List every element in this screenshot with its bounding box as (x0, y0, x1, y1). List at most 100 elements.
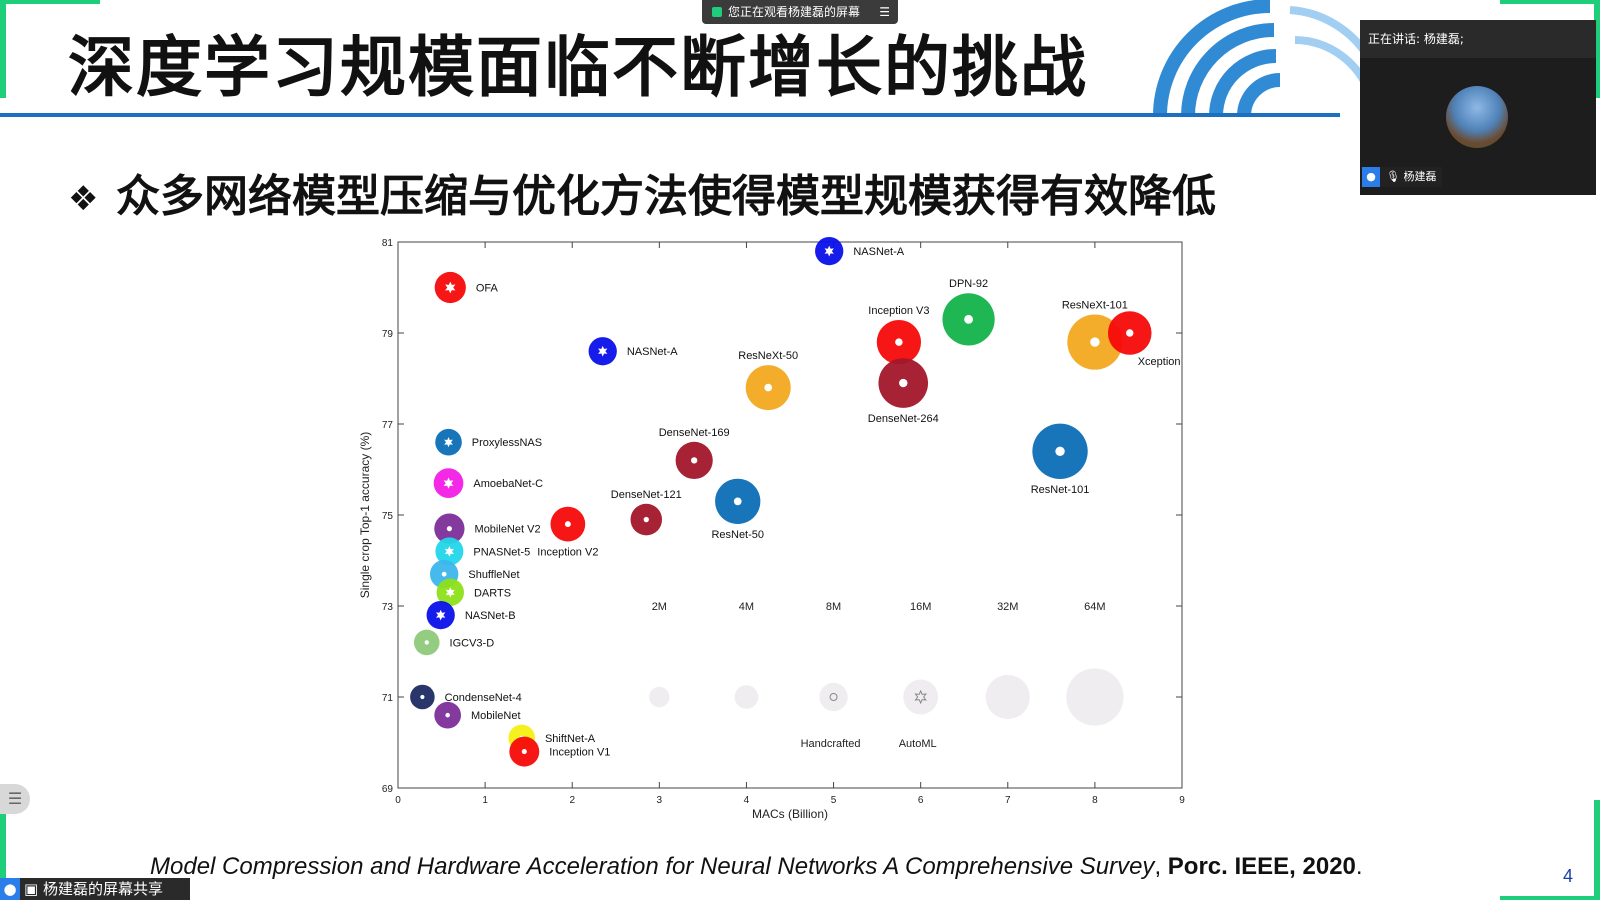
data-point-label: NASNet-B (465, 610, 516, 622)
share-label: 杨建磊的屏幕共享 (42, 880, 163, 898)
y-tick-label: 77 (382, 420, 394, 431)
data-point: DPN-92 (942, 278, 995, 346)
data-point-label: DARTS (474, 587, 511, 599)
viewing-banner[interactable]: 您正在观看杨建磊的屏幕 ☰ (702, 0, 898, 24)
marker-legend-star-icon (914, 689, 927, 705)
data-point-label: DenseNet-121 (611, 489, 682, 501)
handcrafted-dot-icon (764, 383, 773, 392)
data-point: DenseNet-169 (659, 427, 730, 479)
automl-star-icon (444, 437, 453, 448)
data-point: NASNet-A (588, 337, 678, 366)
automl-star-icon (444, 546, 454, 557)
menu-icon[interactable]: ☰ (879, 5, 890, 19)
size-legend-bubble (734, 685, 759, 709)
x-tick-label: 1 (482, 795, 488, 806)
data-point-label: DPN-92 (949, 278, 988, 290)
frame-accent-left (0, 0, 6, 98)
size-legend-bubble (649, 686, 670, 708)
data-point-label: MobileNet (471, 710, 521, 722)
mic-icon: 🎙 (1386, 170, 1400, 183)
data-point: ResNet-101 (1031, 423, 1090, 496)
data-point-label: IGCV3-D (450, 637, 495, 649)
data-point: Inception V2 (537, 506, 598, 558)
data-point-label: ResNet-101 (1031, 484, 1090, 496)
data-point: MobileNet V2 (434, 513, 541, 544)
data-point-label: CondenseNet-4 (445, 692, 522, 704)
frame-accent-right (1594, 0, 1600, 98)
data-points: NASNet-A OFA NASNet-A ResNeXt-50 Inception V… (410, 236, 1181, 767)
frame-accent-top-left (0, 0, 100, 4)
data-point-label: MobileNet V2 (475, 524, 541, 536)
data-point-label: ShiftNet-A (545, 733, 596, 745)
size-legend: 2M 4M 8M 16M 32M 64M Handcrafted AutoML (649, 601, 1124, 750)
handcrafted-dot-icon (441, 571, 447, 577)
x-tick-label: 0 (395, 795, 401, 806)
handcrafted-dot-icon (1126, 329, 1134, 337)
screen-icon: ▣ (24, 880, 39, 898)
screen-share-bar[interactable]: ● ▣ 杨建磊的屏幕共享 (0, 878, 190, 900)
handcrafted-dot-icon (1055, 446, 1065, 457)
citation: Model Compression and Hardware Accelerat… (150, 853, 1363, 881)
size-legend-bubble (1066, 668, 1124, 726)
camera-icon (712, 7, 722, 17)
y-axis-label: Single crop Top-1 accuracy (%) (358, 432, 372, 599)
slide-title: 深度学习规模面临不断增长的挑战 (68, 29, 1088, 106)
handcrafted-dot-icon (521, 749, 527, 755)
speaker-header: 正在讲话: 杨建磊; (1360, 20, 1596, 58)
marker-legend-label: Handcrafted (801, 738, 861, 750)
x-tick-label: 9 (1179, 795, 1185, 806)
y-tick-label: 73 (382, 602, 394, 613)
data-point: OFA (434, 271, 499, 304)
data-point: Inception V1 (509, 736, 610, 767)
data-point-label: Xception (1138, 356, 1181, 368)
citation-title: Model Compression and Hardware Accelerat… (150, 853, 1155, 880)
frame-accent-bottom-left (0, 796, 6, 900)
data-point-label: ShuffleNet (468, 569, 519, 581)
size-legend-label: 64M (1084, 601, 1105, 613)
x-tick-label: 6 (918, 795, 924, 806)
user-icon: ● (0, 878, 20, 900)
data-point: ResNeXt-50 (738, 350, 798, 411)
x-tick-label: 5 (831, 795, 837, 806)
data-point-label: Inception V3 (868, 305, 929, 317)
speaker-video-panel[interactable]: 正在讲话: 杨建磊; ● 🎙 杨建磊 (1360, 20, 1596, 195)
data-point-label: OFA (476, 283, 499, 295)
data-point: NASNet-A (815, 236, 905, 266)
citation-separator: , (1154, 853, 1168, 880)
marker-legend-label: AutoML (899, 738, 937, 750)
y-tick-label: 81 (382, 238, 394, 249)
data-point: CondenseNet-4 (410, 684, 522, 710)
size-legend-label: 32M (997, 601, 1018, 613)
x-tick-label: 7 (1005, 795, 1011, 806)
data-point: ProxylessNAS (435, 428, 542, 456)
automl-star-icon (598, 345, 608, 357)
axes-layer: 0 1 2 3 4 5 6 7 8 9 69 71 73 75 77 79 81 (382, 238, 1185, 806)
handcrafted-dot-icon (899, 378, 908, 388)
data-point: IGCV3-D (413, 629, 495, 656)
handcrafted-dot-icon (895, 338, 903, 346)
data-point-label: NASNet-A (853, 246, 904, 258)
citation-venue: Porc. IEEE, 2020 (1167, 853, 1356, 880)
data-point: PNASNet-5 (435, 537, 530, 566)
data-point: DARTS (436, 578, 511, 607)
y-tick-label: 71 (382, 693, 394, 704)
bullet-text: 众多网络模型压缩与优化方法使得模型规模获得有效降低 (116, 171, 1216, 222)
logo-arcs-decoration (1153, 0, 1370, 116)
data-point: ResNet-50 (711, 478, 764, 541)
size-legend-bubble (985, 674, 1030, 720)
avatar (1446, 86, 1508, 148)
automl-star-icon (445, 281, 456, 294)
handcrafted-dot-icon (420, 694, 425, 700)
size-legend-label: 4M (739, 601, 754, 613)
frame-accent-top-right (1500, 0, 1600, 4)
size-legend-label: 2M (652, 601, 667, 613)
frame-accent-bottom-right-h (1500, 896, 1600, 900)
x-axis-label: MACs (Billion) (752, 807, 828, 821)
handcrafted-dot-icon (691, 457, 698, 464)
side-toolbar-toggle[interactable]: ☰ (0, 784, 30, 814)
y-tick-label: 69 (382, 784, 394, 795)
speaker-name: 杨建磊 (1403, 170, 1437, 183)
y-tick-label: 79 (382, 329, 394, 340)
title-underline (0, 113, 1340, 117)
data-point-label: ResNet-50 (711, 529, 764, 541)
